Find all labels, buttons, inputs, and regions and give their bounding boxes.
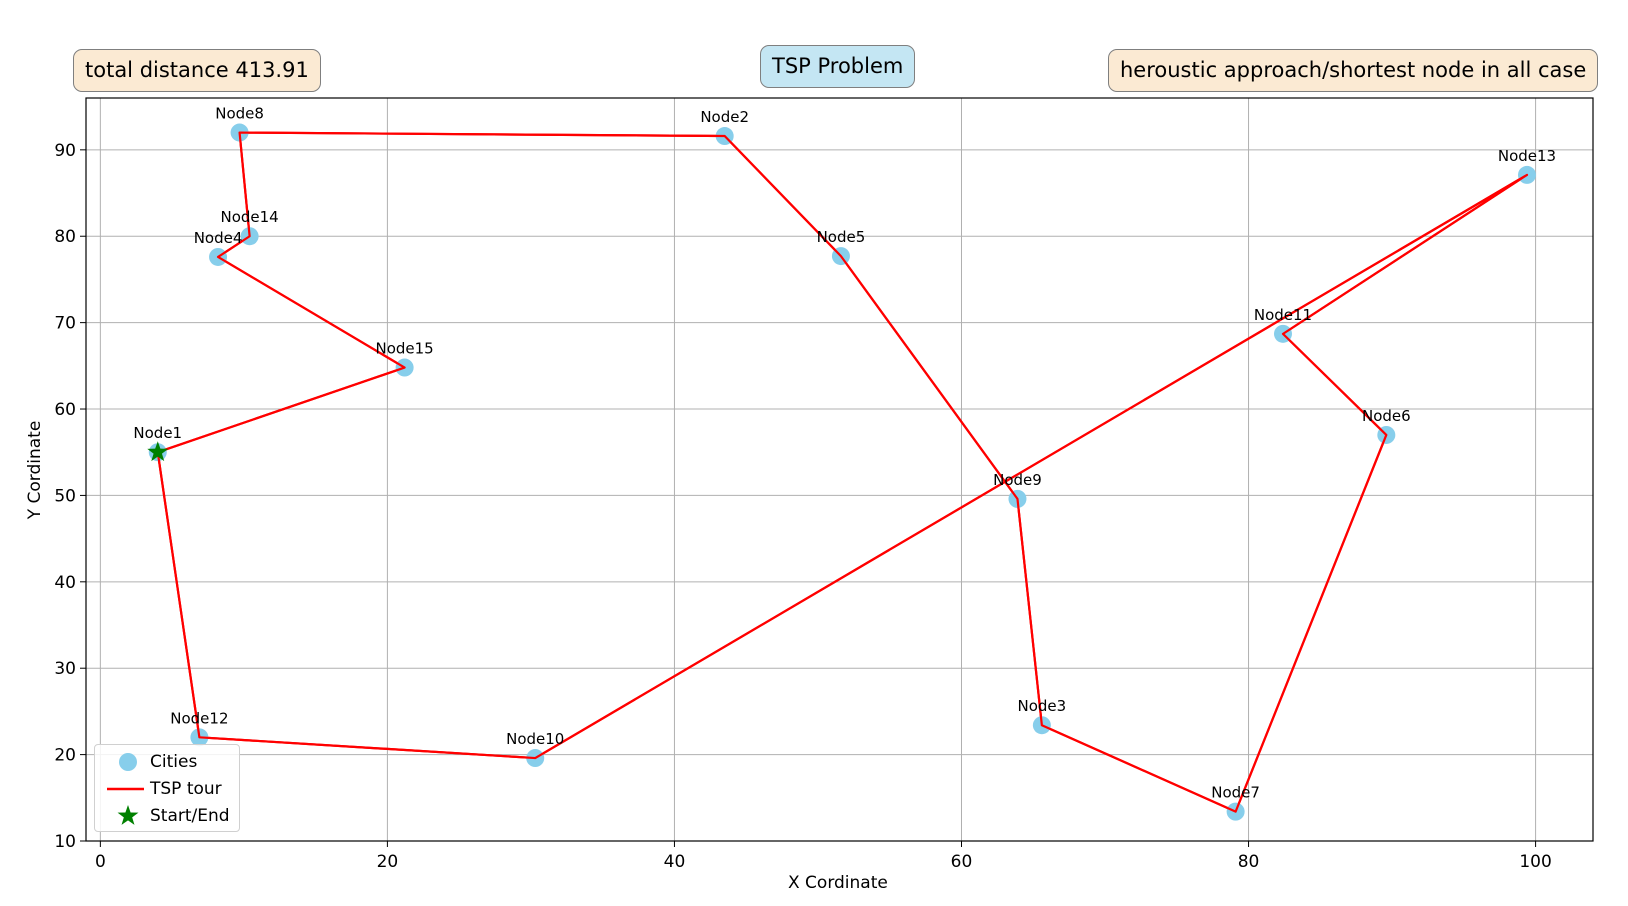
node-label: Node12 [170, 709, 228, 727]
city-points [148, 123, 1536, 821]
grid-lines [86, 98, 1593, 842]
node-label: Node13 [1498, 147, 1556, 165]
legend-label-start: Start/End [150, 806, 230, 826]
x-tick-label: 80 [1238, 852, 1260, 872]
y-tick-label: 80 [54, 227, 76, 247]
node-label: Node7 [1211, 784, 1260, 802]
x-axis-label: X Cordinate [788, 873, 888, 893]
node-label: Node6 [1362, 407, 1411, 425]
legend-label-tour: TSP tour [150, 779, 222, 799]
y-tick-label: 90 [54, 141, 76, 161]
y-tick-label: 70 [54, 314, 76, 334]
legend-item-cities: Cities [95, 749, 239, 775]
legend-item-start: Start/End [95, 803, 239, 829]
node-label: Node9 [993, 471, 1042, 489]
chart-title: TSP Problem [760, 45, 916, 89]
y-tick-label: 50 [54, 486, 76, 506]
node-label: Node1 [133, 424, 182, 442]
legend: Cities TSP tour Start/End [94, 744, 240, 832]
node-label: Node4 [194, 229, 243, 247]
y-axis-label: Y Cordinate [25, 420, 45, 520]
x-tick-label: 100 [1519, 852, 1551, 872]
legend-label-cities: Cities [150, 752, 198, 772]
node-label: Node8 [215, 105, 264, 123]
x-tick-label: 20 [377, 852, 399, 872]
y-tick-label: 60 [54, 400, 76, 420]
node-label: Node3 [1018, 697, 1067, 715]
y-tick-label: 20 [54, 746, 76, 766]
x-tick-label: 60 [951, 852, 973, 872]
tsp-tour-line-overlay [156, 131, 1529, 813]
y-tick-label: 10 [54, 832, 76, 852]
node-label: Node11 [1254, 306, 1312, 324]
tour-legend-marker [107, 787, 144, 791]
star-icon [117, 805, 139, 825]
node-label: Node15 [375, 340, 433, 358]
node-label: Node14 [220, 208, 278, 226]
node-label: Node10 [506, 730, 564, 748]
x-tick-label: 0 [95, 852, 106, 872]
method-annotation: heroustic approach/shortest node in all … [1108, 49, 1599, 93]
plot-frame [85, 97, 1594, 842]
y-tick-label: 30 [54, 659, 76, 679]
node-labels: Node1 Node2 Node3 Node4 Node5 Node6 Node7 Node8… [133, 105, 1556, 802]
axis-ticks: 0 20 40 60 80 100 10 20 30 40 50 60 70 80 90 [54, 141, 1551, 872]
legend-item-tour: TSP tour [95, 776, 239, 802]
y-tick-label: 40 [54, 573, 76, 593]
x-tick-label: 40 [664, 852, 686, 872]
node-label: Node5 [817, 228, 866, 246]
cities-legend-marker [119, 753, 137, 771]
node-label: Node2 [700, 108, 749, 126]
total-distance-annotation: total distance 413.91 [73, 49, 321, 93]
start-end-star [147, 441, 169, 462]
